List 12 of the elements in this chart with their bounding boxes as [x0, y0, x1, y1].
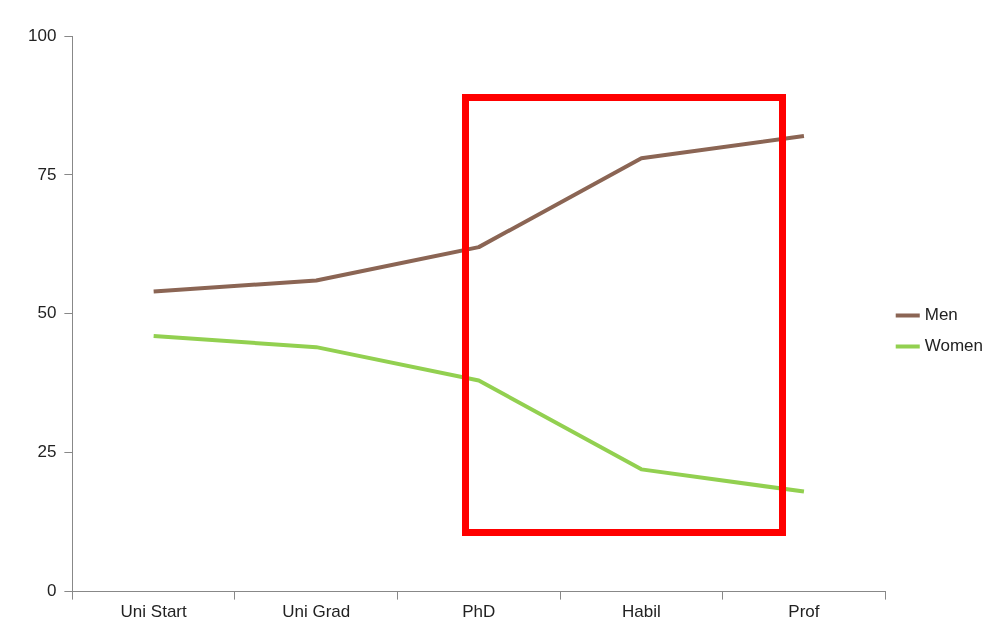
- x-tick-label: PhD: [462, 602, 496, 622]
- legend-label: Men: [924, 305, 958, 325]
- y-tick-label: 50: [37, 303, 57, 323]
- y-tick-label: 25: [37, 442, 57, 462]
- y-tick-label: 75: [37, 164, 57, 184]
- x-tick-label: Prof: [788, 602, 820, 622]
- y-tick-label: 100: [27, 25, 57, 45]
- x-tick-label: Uni Grad: [282, 602, 351, 622]
- x-tick-label: Uni Start: [120, 602, 187, 622]
- y-tick-label: 0: [46, 581, 57, 601]
- x-tick-label: Habil: [622, 602, 661, 622]
- legend-label: Women: [924, 336, 983, 356]
